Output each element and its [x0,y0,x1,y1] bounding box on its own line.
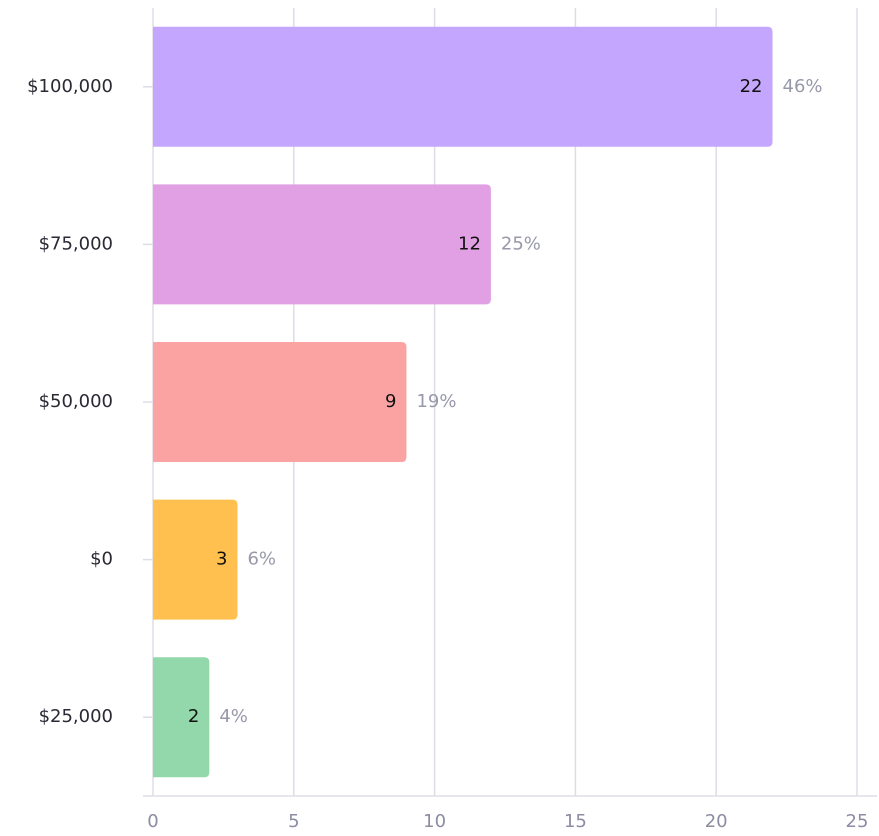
bar [153,26,773,147]
value-label: 22 [740,76,763,97]
bar [153,184,491,305]
y-tick-label: $75,000 [39,233,113,254]
percent-label: 19% [416,391,456,412]
y-tick-label: $50,000 [39,391,113,412]
x-tick-label: 20 [705,811,728,832]
y-tick-label: $25,000 [39,706,113,727]
x-tick-label: 10 [423,811,446,832]
value-label: 12 [458,233,481,254]
value-label: 9 [385,391,396,412]
bar [153,342,407,462]
value-label: 3 [216,549,227,570]
bar [153,657,210,778]
bar [153,499,238,620]
percent-label: 25% [501,233,541,254]
x-tick-label: 25 [846,811,869,832]
value-label: 2 [188,706,199,727]
y-tick-label: $0 [90,549,113,570]
percent-label: 6% [247,549,276,570]
percent-label: 4% [219,706,248,727]
x-tick-label: 15 [564,811,587,832]
x-tick-label: 5 [288,811,299,832]
y-tick-label: $100,000 [27,76,113,97]
x-tick-label: 0 [147,811,158,832]
percent-label: 46% [783,76,823,97]
